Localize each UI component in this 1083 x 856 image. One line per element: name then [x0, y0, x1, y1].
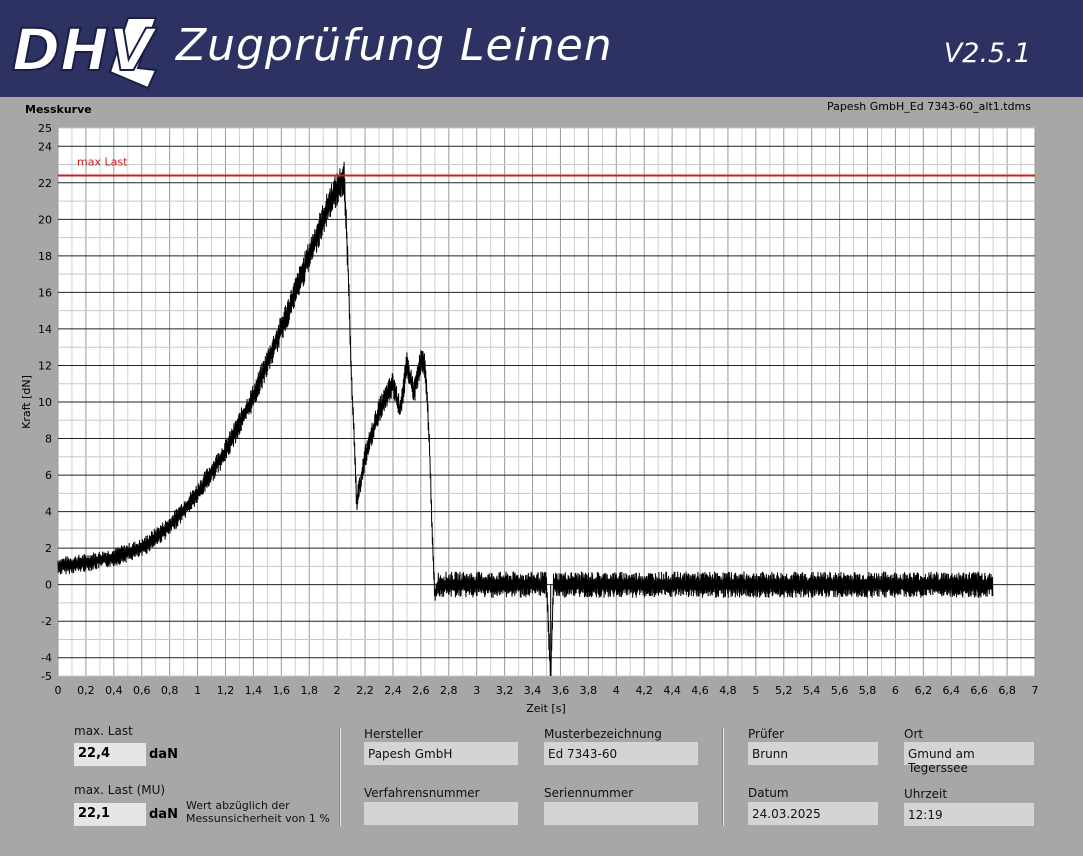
x-tick-label: 3,8	[580, 684, 598, 697]
y-tick-label: -4	[41, 652, 52, 665]
dhv-logo: DHV	[11, 15, 159, 90]
app-title: Zugprüfung Leinen	[176, 20, 613, 71]
x-tick-label: 4,4	[663, 684, 681, 697]
verfahrensnummer-field[interactable]	[364, 802, 518, 825]
musterbezeichnung-field[interactable]: Ed 7343-60	[544, 742, 698, 765]
separator	[339, 728, 341, 826]
hersteller-label: Hersteller	[364, 727, 423, 741]
x-tick-label: 6,2	[915, 684, 933, 697]
y-tick-label: 16	[38, 286, 52, 299]
chart-title: Messkurve	[25, 103, 92, 116]
max-load-label: max Last	[77, 155, 128, 168]
x-tick-label: 6,4	[943, 684, 961, 697]
x-axis-ticks: 0 0,2 0,4 0,6 0,8 1 1,2 1,4 1,6 1,8 2 2,2 2,4 2,6 2,8 3…	[55, 684, 1039, 697]
y-tick-label: 25	[38, 122, 52, 135]
x-tick-label: 5,4	[803, 684, 821, 697]
x-tick-label: 3,6	[552, 684, 570, 697]
x-tick-label: 2,2	[356, 684, 374, 697]
y-tick-label: 8	[45, 433, 52, 446]
y-tick-label: 24	[38, 140, 52, 153]
x-tick-label: 5,6	[831, 684, 849, 697]
musterbezeichnung-label: Musterbezeichnung	[544, 727, 662, 741]
x-tick-label: 6,6	[970, 684, 988, 697]
x-tick-label: 3,2	[496, 684, 514, 697]
logo-text: DHV	[12, 16, 158, 84]
x-tick-label: 5	[752, 684, 759, 697]
ort-label: Ort	[904, 727, 924, 741]
y-tick-label: 14	[38, 323, 52, 336]
y-tick-label: 12	[38, 359, 52, 372]
x-tick-label: 0	[55, 684, 62, 697]
x-axis-label: Zeit [s]	[526, 702, 565, 715]
y-axis-label: Kraft [dN]	[20, 375, 33, 429]
y-tick-label: 10	[38, 396, 52, 409]
x-tick-label: 1,8	[300, 684, 318, 697]
max-load-mu-unit: daN	[149, 807, 178, 822]
max-load-unit: daN	[149, 747, 178, 762]
x-tick-label: 3	[473, 684, 480, 697]
x-tick-label: 2	[334, 684, 341, 697]
uhrzeit-label: Uhrzeit	[904, 787, 948, 801]
x-tick-label: 1,4	[245, 684, 263, 697]
x-tick-label: 1	[194, 684, 201, 697]
measurement-curve	[57, 161, 994, 677]
y-tick-label: -5	[41, 670, 52, 683]
datum-field[interactable]: 24.03.2025	[748, 802, 878, 825]
x-tick-label: 0,6	[133, 684, 151, 697]
x-tick-label: 4,6	[691, 684, 709, 697]
verfahrensnummer-label: Verfahrensnummer	[364, 786, 480, 800]
y-tick-label: 2	[45, 542, 52, 555]
y-tick-label: 6	[45, 469, 52, 482]
y-tick-label: 22	[38, 177, 52, 190]
y-tick-label: 20	[38, 213, 52, 226]
chart-filename: Papesh GmbH_Ed 7343-60_alt1.tdms	[826, 100, 1031, 113]
datum-label: Datum	[748, 786, 789, 800]
y-tick-label: -2	[41, 615, 52, 628]
x-tick-label: 7	[1032, 684, 1039, 697]
y-tick-label: 18	[38, 250, 52, 263]
x-tick-label: 2,8	[440, 684, 458, 697]
mu-note-line1: Wert abzüglich der	[186, 799, 290, 812]
x-tick-label: 0,2	[77, 684, 95, 697]
x-tick-label: 3,4	[524, 684, 542, 697]
x-tick-label: 1,6	[273, 684, 291, 697]
seriennummer-field[interactable]	[544, 802, 698, 825]
x-tick-label: 4	[613, 684, 620, 697]
x-tick-label: 2,6	[412, 684, 430, 697]
x-tick-label: 4,8	[719, 684, 737, 697]
max-load-value: 22,4	[74, 743, 146, 766]
pruefer-field[interactable]: Brunn	[748, 742, 878, 765]
x-tick-label: 4,2	[635, 684, 653, 697]
max-load-mu-value: 22,1	[74, 803, 146, 826]
mu-note-line2: Messunsicherheit von 1 %	[186, 812, 330, 825]
x-tick-label: 0,8	[161, 684, 179, 697]
app-version: V2.5.1	[943, 38, 1031, 69]
x-tick-label: 0,4	[105, 684, 123, 697]
pruefer-label: Prüfer	[748, 727, 785, 741]
x-tick-label: 6,8	[998, 684, 1016, 697]
x-tick-label: 5,8	[859, 684, 877, 697]
max-load-mu-title: max. Last (MU)	[74, 783, 166, 797]
separator	[722, 728, 724, 826]
x-tick-label: 2,4	[384, 684, 402, 697]
x-tick-label: 6	[892, 684, 899, 697]
hersteller-field[interactable]: Papesh GmbH	[364, 742, 518, 765]
uhrzeit-field[interactable]: 12:19	[904, 803, 1034, 826]
seriennummer-label: Seriennummer	[544, 786, 634, 800]
ort-field[interactable]: Gmund am Tegerssee	[904, 742, 1034, 775]
x-tick-label: 5,2	[775, 684, 793, 697]
app-header: DHV Zugprüfung Leinen V2.5.1	[0, 0, 1083, 97]
y-tick-label: 4	[45, 506, 52, 519]
y-tick-label: 0	[45, 579, 52, 592]
max-load-title: max. Last	[74, 724, 133, 738]
force-curve-line	[57, 161, 994, 677]
x-tick-label: 1,2	[217, 684, 235, 697]
